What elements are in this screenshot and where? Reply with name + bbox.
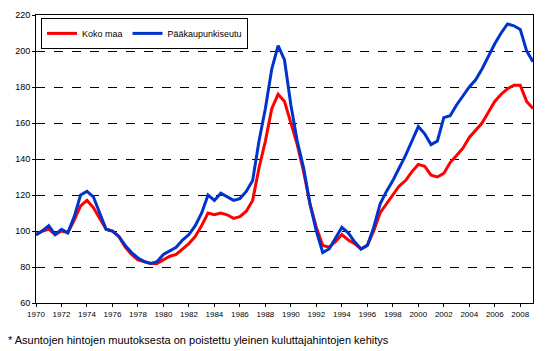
svg-text:1992: 1992 bbox=[307, 310, 325, 319]
svg-text:1978: 1978 bbox=[129, 310, 147, 319]
svg-text:2006: 2006 bbox=[486, 310, 504, 319]
svg-text:1980: 1980 bbox=[155, 310, 173, 319]
svg-text:1976: 1976 bbox=[104, 310, 122, 319]
svg-text:1974: 1974 bbox=[78, 310, 96, 319]
svg-text:80: 80 bbox=[20, 262, 30, 272]
svg-text:2000: 2000 bbox=[409, 310, 427, 319]
svg-text:160: 160 bbox=[15, 118, 30, 128]
svg-text:1986: 1986 bbox=[231, 310, 249, 319]
svg-text:1988: 1988 bbox=[256, 310, 274, 319]
svg-text:180: 180 bbox=[15, 82, 30, 92]
svg-text:Pääkaupunkiseutu: Pääkaupunkiseutu bbox=[168, 29, 242, 39]
svg-text:1970: 1970 bbox=[27, 310, 45, 319]
svg-text:2008: 2008 bbox=[511, 310, 529, 319]
svg-text:120: 120 bbox=[15, 190, 30, 200]
svg-text:* Asuntojen hintojen muutokses: * Asuntojen hintojen muutoksesta on pois… bbox=[8, 334, 389, 346]
svg-text:1972: 1972 bbox=[53, 310, 71, 319]
svg-text:200: 200 bbox=[15, 46, 30, 56]
svg-text:100: 100 bbox=[15, 226, 30, 236]
svg-text:1990: 1990 bbox=[282, 310, 300, 319]
svg-text:220: 220 bbox=[15, 10, 30, 20]
svg-text:1994: 1994 bbox=[333, 310, 351, 319]
svg-text:1996: 1996 bbox=[358, 310, 376, 319]
svg-text:1982: 1982 bbox=[180, 310, 198, 319]
svg-text:2004: 2004 bbox=[460, 310, 478, 319]
svg-text:140: 140 bbox=[15, 154, 30, 164]
svg-text:1998: 1998 bbox=[384, 310, 402, 319]
svg-text:1984: 1984 bbox=[206, 310, 224, 319]
svg-text:Koko maa: Koko maa bbox=[82, 29, 123, 39]
svg-text:2002: 2002 bbox=[435, 310, 453, 319]
svg-text:60: 60 bbox=[20, 298, 30, 308]
